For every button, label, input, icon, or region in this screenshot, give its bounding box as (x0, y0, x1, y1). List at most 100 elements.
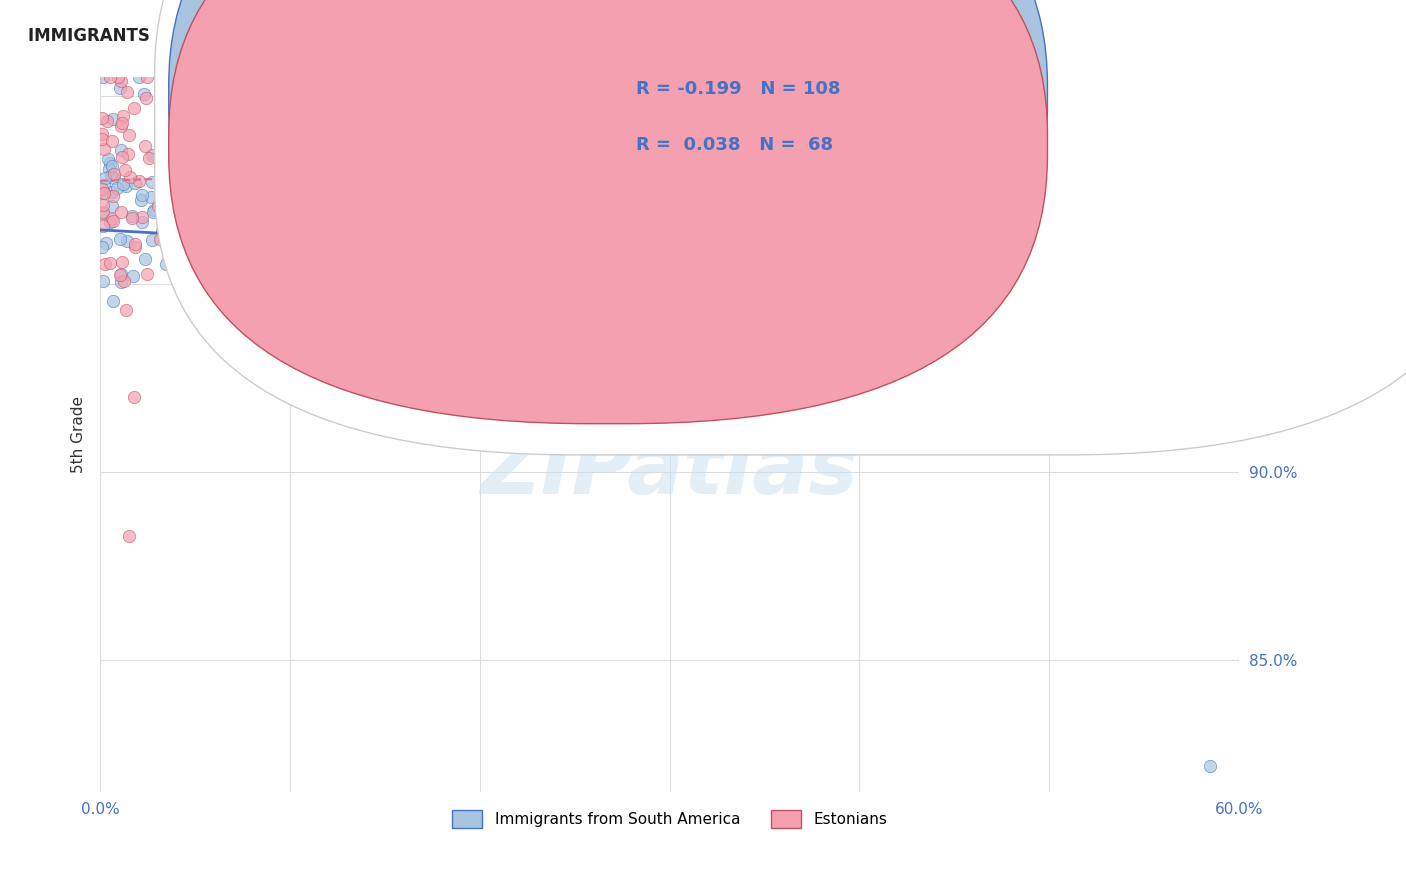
Point (260, 245, 283, 260)
Point (1077, 325, 1099, 339)
Point (91, 275, 114, 289)
Point (93, 142, 115, 156)
Point (1039, 442, 1062, 456)
Point (91, 219, 114, 233)
Point (156, 114, 179, 128)
Point (155, 117, 177, 131)
Point (454, 171, 477, 186)
Point (256, 78, 278, 93)
Point (159, 216, 181, 230)
Point (101, 293, 124, 308)
Point (134, 139, 156, 153)
Point (122, 268, 145, 283)
Point (191, 186, 214, 201)
Point (128, 70, 150, 85)
Point (110, 204, 132, 219)
Point (129, 193, 152, 207)
Point (1133, 187, 1156, 202)
Point (827, 289, 849, 303)
Point (141, 147, 163, 161)
Point (101, 188, 124, 202)
Text: R = -0.199   N = 108: R = -0.199 N = 108 (636, 80, 839, 98)
Point (91, 132, 114, 146)
Point (124, 237, 146, 252)
Point (115, 234, 138, 248)
Point (94, 257, 117, 271)
Point (485, 304, 508, 318)
Point (91, 70, 114, 85)
Point (131, 215, 153, 229)
Point (929, 400, 952, 414)
Point (155, 257, 177, 271)
Point (1104, 389, 1126, 403)
Point (146, 199, 169, 213)
Point (965, 356, 987, 370)
Point (288, 305, 311, 319)
Point (810, 390, 832, 404)
Point (101, 212, 124, 227)
Point (111, 116, 134, 130)
Point (1025, 342, 1047, 356)
Point (110, 275, 132, 289)
Point (217, 227, 239, 241)
Point (208, 162, 231, 177)
Point (905, 420, 928, 434)
Point (121, 211, 143, 225)
Text: ZIPatlas: ZIPatlas (481, 430, 859, 511)
Point (98, 215, 121, 229)
Point (111, 178, 134, 192)
Point (149, 232, 172, 246)
Point (136, 70, 159, 85)
Point (186, 167, 208, 181)
Point (138, 151, 160, 165)
Point (346, 274, 368, 288)
Point (94, 171, 117, 186)
Point (134, 252, 156, 266)
Point (108, 232, 131, 246)
Point (110, 143, 132, 157)
Point (522, 203, 544, 218)
Point (96, 152, 118, 166)
Point (702, 269, 724, 284)
Point (283, 207, 305, 221)
Point (124, 240, 146, 254)
Text: R =  0.038   N =  68: R = 0.038 N = 68 (636, 136, 832, 153)
Point (813, 303, 835, 318)
Point (96, 114, 118, 128)
Point (1066, 269, 1088, 284)
Point (976, 374, 998, 388)
Point (103, 167, 125, 181)
Point (520, 343, 543, 357)
Point (93, 186, 115, 200)
Point (101, 112, 124, 126)
Point (212, 126, 235, 140)
Point (165, 146, 187, 161)
Point (136, 267, 159, 281)
Text: Source: ZipAtlas.com: Source: ZipAtlas.com (1230, 27, 1378, 41)
Point (141, 190, 163, 204)
Point (647, 275, 669, 289)
Point (281, 157, 304, 171)
Point (285, 113, 308, 128)
Point (555, 260, 578, 275)
Point (225, 242, 247, 256)
Point (460, 195, 482, 210)
Point (354, 87, 377, 102)
Point (93, 178, 115, 193)
Text: IMMIGRANTS FROM SOUTH AMERICA VS ESTONIAN 5TH GRADE CORRELATION CHART: IMMIGRANTS FROM SOUTH AMERICA VS ESTONIA… (28, 27, 823, 45)
Point (221, 215, 243, 229)
Point (91, 206, 114, 220)
Point (152, 156, 174, 170)
Point (108, 80, 131, 95)
Point (91, 239, 114, 253)
Point (259, 283, 281, 297)
Point (142, 204, 165, 219)
Point (93, 186, 115, 200)
Y-axis label: 5th Grade: 5th Grade (72, 396, 86, 473)
Point (491, 217, 513, 231)
Point (209, 245, 232, 260)
Point (1199, 758, 1222, 772)
Point (91, 127, 114, 141)
Point (929, 312, 952, 326)
Point (912, 300, 935, 314)
